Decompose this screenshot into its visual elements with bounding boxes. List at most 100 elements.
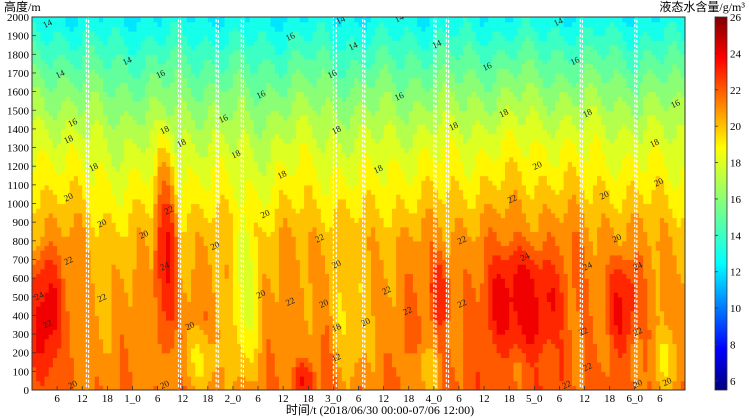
heatmap-cell <box>228 226 234 233</box>
heatmap-cell <box>136 296 142 303</box>
heatmap-cell <box>232 58 238 65</box>
heatmap-cell <box>107 119 113 125</box>
heatmap-cell <box>283 30 288 37</box>
heatmap-cell <box>203 282 209 289</box>
heatmap-cell <box>224 362 230 368</box>
heatmap-cell <box>203 222 209 228</box>
heatmap-cell <box>195 217 201 223</box>
heatmap-cell <box>94 100 100 107</box>
heatmap-cell <box>98 68 104 74</box>
heatmap-cell <box>132 96 138 102</box>
heatmap-cell <box>128 329 134 335</box>
heatmap-cell <box>94 17 100 23</box>
heatmap-cell <box>258 320 263 326</box>
heatmap-cell <box>90 119 96 125</box>
heatmap-cell <box>115 315 121 321</box>
heatmap-cell <box>228 212 234 219</box>
heatmap-cell <box>145 334 150 340</box>
heatmap-cell <box>266 236 272 242</box>
heatmap-cell <box>241 362 247 368</box>
heatmap-cell <box>136 119 142 125</box>
heatmap-cell <box>241 376 247 382</box>
heatmap-cell <box>40 96 46 102</box>
heatmap-cell <box>170 100 175 107</box>
heatmap-cell <box>165 343 171 349</box>
heatmap-cell <box>266 320 272 326</box>
heatmap-cell <box>161 259 167 265</box>
heatmap-cell <box>237 180 242 186</box>
heatmap-cell <box>191 352 196 358</box>
heatmap-cell <box>44 320 50 326</box>
heatmap-cell <box>36 161 41 167</box>
heatmap-cell <box>115 329 121 335</box>
heatmap-cell <box>191 264 196 270</box>
heatmap-cell <box>278 315 284 321</box>
heatmap-cell <box>69 194 75 200</box>
heatmap-cell <box>253 217 259 223</box>
heatmap-cell <box>48 184 54 191</box>
heatmap-cell <box>153 184 159 191</box>
heatmap-cell <box>157 217 163 223</box>
heatmap-cell <box>136 348 142 354</box>
heatmap-cell <box>157 287 163 293</box>
heatmap-cell <box>291 231 297 237</box>
heatmap-cell <box>36 226 41 233</box>
heatmap-cell <box>207 371 213 377</box>
heatmap-cell <box>165 44 171 51</box>
heatmap-cell <box>241 296 247 303</box>
heatmap-cell <box>216 315 221 321</box>
heatmap-cell <box>191 35 196 41</box>
heatmap-cell <box>186 138 192 144</box>
heatmap-cell <box>207 282 213 289</box>
heatmap-cell <box>245 124 251 130</box>
heatmap-cell <box>69 334 75 340</box>
heatmap-cell <box>153 362 159 368</box>
heatmap-cell <box>258 105 263 111</box>
heatmap-cell <box>266 180 272 186</box>
heatmap-cell <box>224 133 230 139</box>
heatmap-cell <box>283 156 288 163</box>
heatmap-cell <box>161 63 167 69</box>
heatmap-cell <box>258 292 263 298</box>
heatmap-cell <box>132 226 138 233</box>
heatmap-cell <box>182 198 188 205</box>
heatmap-cell <box>199 380 205 386</box>
heatmap-cell <box>207 170 213 177</box>
heatmap-cell <box>90 58 96 65</box>
heatmap-cell <box>82 278 88 284</box>
heatmap-cell <box>195 259 201 265</box>
heatmap-cell <box>186 170 192 177</box>
heatmap-cell <box>40 236 46 242</box>
heatmap-cell <box>98 217 104 223</box>
heatmap-cell <box>203 362 209 368</box>
heatmap-cell <box>203 287 209 293</box>
heatmap-cell <box>258 273 263 279</box>
heatmap-cell <box>278 114 284 121</box>
heatmap-cell <box>32 376 37 382</box>
heatmap-cell <box>199 72 205 79</box>
heatmap-cell <box>253 334 259 340</box>
heatmap-cell <box>170 91 175 97</box>
heatmap-cell <box>270 128 276 135</box>
heatmap-cell <box>48 357 54 363</box>
heatmap-cell <box>220 371 226 377</box>
heatmap-cell <box>149 222 154 228</box>
heatmap-cell <box>40 100 46 107</box>
heatmap-cell <box>94 264 100 270</box>
heatmap-cell <box>90 49 96 55</box>
heatmap-cell <box>207 254 213 261</box>
heatmap-cell <box>245 231 251 237</box>
heatmap-cell <box>266 376 272 382</box>
heatmap-cell <box>228 170 234 177</box>
heatmap-cell <box>115 338 121 344</box>
heatmap-cell <box>157 17 163 23</box>
heatmap-cell <box>237 348 242 354</box>
heatmap-cell <box>224 371 230 377</box>
heatmap-cell <box>224 26 230 32</box>
heatmap-cell <box>90 259 96 265</box>
heatmap-cell <box>52 306 58 312</box>
heatmap-cell <box>111 259 117 265</box>
heatmap-cell <box>237 240 242 247</box>
heatmap-cell <box>36 82 41 88</box>
heatmap-cell <box>170 264 175 270</box>
